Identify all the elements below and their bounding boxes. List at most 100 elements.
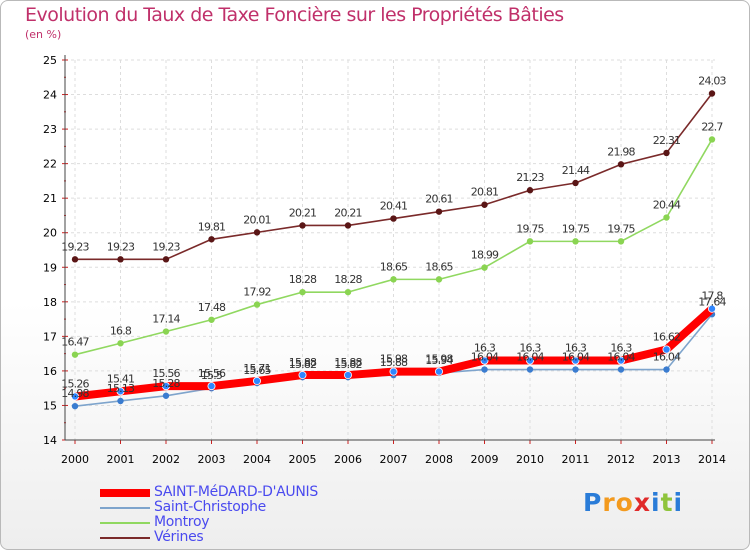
- x-tick-label: 2007: [380, 453, 408, 466]
- data-point: [161, 382, 170, 391]
- data-point: [572, 179, 579, 187]
- data-point: [481, 201, 488, 208]
- data-point: [617, 366, 625, 373]
- data-point: [390, 215, 397, 222]
- data-label: 16.04: [607, 351, 635, 364]
- data-label: 18.65: [380, 260, 408, 273]
- data-point: [71, 256, 79, 263]
- data-point: [481, 264, 488, 271]
- y-tick-label: 24: [43, 89, 57, 102]
- data-label: 17.64: [698, 295, 726, 308]
- x-tick-label: 2013: [653, 453, 681, 466]
- x-tick-label: 2000: [61, 453, 89, 466]
- data-label: 16.04: [562, 351, 590, 364]
- data-point: [162, 328, 170, 335]
- legend-swatch: [100, 507, 150, 509]
- data-point: [117, 256, 124, 263]
- data-label: 21.98: [607, 145, 635, 158]
- x-tick-label: 2009: [471, 453, 499, 466]
- proxiti-logo: Proxiti: [583, 488, 684, 517]
- series-layer: [71, 90, 717, 410]
- data-point: [708, 304, 717, 313]
- legend-label: SAINT-MéDARD-D'AUNIS: [154, 484, 318, 500]
- data-label: 15.98: [380, 353, 408, 366]
- data-point: [662, 345, 671, 354]
- data-point: [480, 356, 489, 365]
- data-label: 16.3: [565, 342, 587, 355]
- data-label: 24.03: [698, 75, 726, 88]
- x-tick-label: 2012: [607, 453, 635, 466]
- data-label: 17.92: [243, 286, 271, 299]
- data-label: 18.99: [471, 249, 499, 262]
- x-tick-label: 2004: [243, 453, 271, 466]
- data-label: 15.82: [289, 358, 317, 371]
- x-tick-label: 2006: [334, 453, 362, 466]
- y-tick-label: 16: [43, 365, 57, 378]
- data-label: 22.31: [653, 134, 681, 147]
- chart-subtitle: (en %): [25, 28, 62, 41]
- data-label: 16.62: [653, 330, 681, 343]
- data-label: 16.04: [516, 351, 544, 364]
- y-tick-label: 20: [43, 227, 57, 240]
- data-label: 15.5: [201, 369, 223, 382]
- chart-title: Evolution du Taux de Taxe Foncière sur l…: [25, 4, 564, 26]
- data-label: 19.81: [198, 220, 226, 233]
- data-label: 20.01: [243, 213, 271, 226]
- data-point: [434, 367, 443, 376]
- x-tick-label: 2014: [698, 453, 726, 466]
- data-label: 20.41: [380, 200, 408, 213]
- data-label: 15.98: [425, 353, 453, 366]
- data-point: [617, 238, 625, 245]
- data-point: [617, 356, 626, 365]
- data-point: [481, 366, 488, 373]
- data-point: [526, 238, 534, 245]
- data-label: 16.04: [471, 351, 499, 364]
- data-point: [71, 392, 80, 401]
- data-label: 19.75: [562, 222, 590, 235]
- data-label: 19.23: [61, 240, 89, 253]
- data-label: 20.81: [471, 186, 499, 199]
- data-point: [162, 392, 170, 399]
- data-point: [208, 236, 215, 243]
- y-tick-label: 23: [43, 123, 57, 136]
- data-label: 20.44: [653, 199, 681, 212]
- data-point: [117, 397, 124, 405]
- data-label: 22.7: [701, 120, 723, 133]
- data-label: 15.88: [289, 356, 317, 369]
- data-label: 19.75: [516, 222, 544, 235]
- data-point: [207, 382, 216, 391]
- data-label: 20.21: [334, 206, 362, 219]
- data-label: 15.94: [425, 354, 453, 367]
- x-tick-label: 2008: [425, 453, 453, 466]
- data-label: 15.13: [107, 382, 135, 395]
- data-label: 16.8: [110, 324, 132, 337]
- data-label: 17.48: [198, 301, 226, 314]
- data-label: 15.88: [334, 356, 362, 369]
- x-tick-label: 2003: [198, 453, 226, 466]
- data-point: [708, 136, 716, 143]
- data-label: 15.65: [243, 364, 271, 377]
- data-label: 15.26: [61, 377, 89, 390]
- data-label: 14.98: [61, 387, 89, 400]
- data-point: [299, 288, 306, 296]
- y-tick-label: 18: [43, 296, 57, 309]
- data-label: 20.21: [289, 206, 317, 219]
- data-label: 16.3: [610, 342, 632, 355]
- data-point: [116, 387, 125, 396]
- data-label: 17.14: [152, 313, 180, 326]
- data-label: 18.65: [425, 260, 453, 273]
- data-point: [343, 371, 352, 380]
- data-label: 16.04: [653, 351, 681, 364]
- data-point: [526, 187, 534, 194]
- data-point: [435, 276, 443, 283]
- x-tick-label: 2002: [152, 453, 180, 466]
- data-point: [435, 208, 443, 215]
- data-label: 19.23: [152, 240, 180, 253]
- data-point: [663, 149, 670, 157]
- x-tick-label: 2001: [107, 453, 135, 466]
- y-tick-label: 25: [43, 54, 57, 67]
- data-point: [526, 366, 534, 373]
- data-point: [344, 222, 352, 229]
- data-label: 16.3: [474, 342, 496, 355]
